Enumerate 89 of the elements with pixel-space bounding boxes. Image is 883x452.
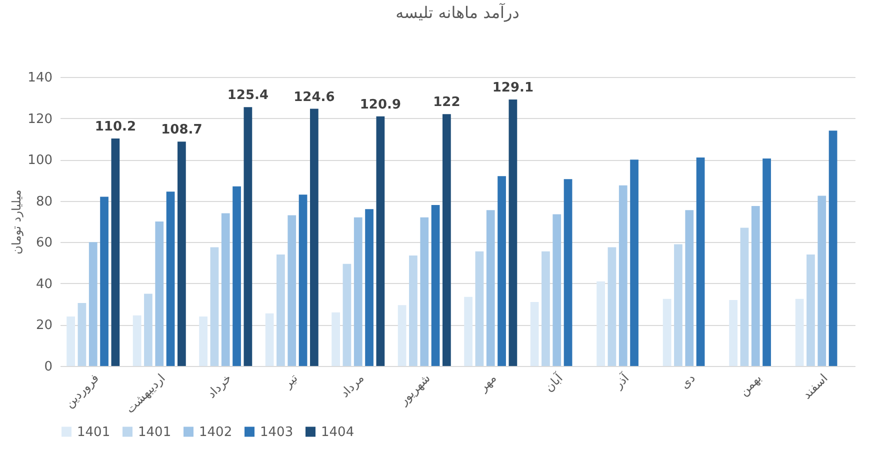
bar [552,214,562,366]
bar [210,247,219,366]
bar [298,194,308,366]
bar [828,130,838,366]
data-label: 108.7 [161,122,202,138]
data-label: 110.2 [94,120,136,135]
x-tick-label: آبان [541,370,566,395]
bar [464,296,472,366]
x-tick-label: فروردین [62,371,102,411]
bar [365,209,374,366]
y-tick-label: 40 [36,276,52,292]
bar [178,142,186,366]
legend-label: 1404 [321,424,354,440]
bar [508,100,518,366]
bar [132,315,142,366]
y-tick-label: 80 [36,194,52,210]
x-tick-label: اردیبهشت [122,371,168,416]
x-tick-label: بهمن [736,371,764,399]
bar [310,108,318,366]
bar [596,281,605,366]
legend-label: 1402 [199,424,232,440]
data-label: 122 [433,95,460,110]
bar [674,244,682,366]
y-tick-label: 60 [36,236,52,251]
bar [221,213,230,366]
bar [398,305,406,366]
bar [729,300,738,366]
x-tick-label: مرداد [338,371,367,400]
bar [818,196,826,366]
bar [342,264,352,366]
bar [608,247,616,366]
bar [618,185,628,366]
data-label: 124.6 [294,90,335,105]
legend-label: 1401 [77,424,110,440]
y-tick-label: 120 [28,112,52,127]
bar [244,107,252,366]
bar [265,313,274,366]
bar [431,204,440,366]
bar [475,251,484,366]
x-tick-label: تیر [280,371,300,392]
y-tick-label: 20 [36,318,52,334]
y-tick-label: 0 [44,360,52,374]
bar [630,160,638,366]
bar [332,312,340,366]
bar [144,294,152,366]
bar [100,196,108,366]
bar [806,254,815,366]
bar [88,242,98,366]
bar [111,138,120,366]
bar [542,251,550,366]
data-label: 129.1 [492,80,534,96]
bar [199,316,208,366]
bar [530,302,539,366]
bar [564,179,572,366]
bar [442,114,451,366]
bar [354,217,362,366]
x-tick-label: شهریور [396,371,433,408]
chart-title: درآمد ماهانه تلیسه [396,2,520,22]
bar [166,192,175,366]
y-tick-label: 140 [28,70,52,86]
bar [376,116,385,366]
bar [155,222,164,366]
bar [795,298,804,366]
bar [486,210,495,366]
y-axis-title: میلیارد تومان [10,190,24,254]
data-label: 125.4 [227,88,269,104]
bar [78,303,86,366]
bar [740,228,749,366]
x-tick-label: مهر [475,371,500,395]
bar [685,210,694,366]
bar [409,256,418,366]
data-label: 120.9 [360,97,402,112]
y-tick-label: 100 [28,153,52,168]
bar [288,215,296,366]
bar [662,298,672,366]
bar [696,158,705,366]
bar [232,186,241,366]
x-tick-label: اسفند [800,371,830,402]
bar [66,316,75,366]
bar [420,217,429,366]
x-tick-label: آذر [610,370,632,392]
bar [276,254,285,366]
bar [762,158,771,366]
legend-label: 1403 [260,424,294,440]
x-tick-label: دی [678,371,698,392]
bar [751,206,760,366]
bar [498,176,506,366]
x-tick-label: خرداد [204,371,234,401]
legend-label: 1401 [138,424,172,440]
